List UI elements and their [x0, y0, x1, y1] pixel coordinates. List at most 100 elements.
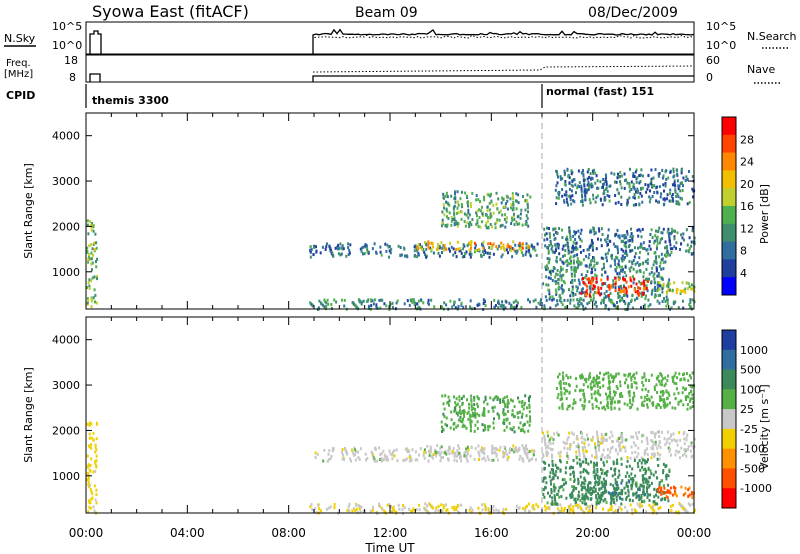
- data-cell: [564, 471, 567, 475]
- data-cell: [484, 224, 487, 228]
- data-cell: [445, 508, 448, 512]
- data-cell: [95, 241, 98, 245]
- data-cell: [552, 476, 555, 480]
- data-cell: [571, 494, 574, 498]
- data-cell: [518, 222, 521, 226]
- data-cell: [577, 503, 580, 507]
- data-cell: [605, 371, 608, 375]
- data-cell: [490, 214, 493, 218]
- data-cell: [631, 467, 634, 471]
- data-cell: [603, 298, 605, 302]
- data-cell: [431, 242, 434, 246]
- data-cell: [456, 449, 459, 453]
- data-cell: [618, 407, 621, 411]
- data-cell: [462, 423, 465, 427]
- data-cell: [602, 282, 605, 285]
- data-cell: [617, 372, 620, 376]
- data-cell: [521, 444, 524, 448]
- data-cell: [552, 438, 555, 441]
- data-cell: [648, 244, 651, 248]
- data-cell: [460, 459, 463, 463]
- data-cell: [623, 235, 626, 239]
- data-cell: [524, 208, 527, 212]
- data-cell: [420, 298, 422, 302]
- data-cell: [461, 403, 464, 407]
- data-cell: [622, 290, 625, 293]
- data-cell: [690, 240, 693, 244]
- data-cell: [553, 250, 556, 254]
- data-cell: [467, 417, 470, 421]
- velocity-colorbar-label: Velocity [m s⁻¹]: [758, 384, 771, 469]
- data-cell: [630, 385, 633, 389]
- data-cell: [652, 176, 655, 180]
- data-cell: [470, 398, 473, 401]
- data-cell: [635, 177, 638, 181]
- data-cell: [612, 497, 615, 501]
- data-cell: [668, 436, 671, 440]
- data-cell: [677, 510, 680, 514]
- data-cell: [453, 406, 456, 410]
- data-cell: [88, 244, 91, 248]
- data-cell: [594, 487, 597, 491]
- data-cell: [589, 285, 592, 288]
- data-cell: [669, 434, 672, 438]
- data-cell: [575, 445, 578, 448]
- data-cell: [581, 198, 584, 202]
- data-cell: [584, 398, 587, 402]
- data-cell: [445, 503, 448, 507]
- data-cell: [666, 473, 668, 477]
- data-cell: [569, 294, 572, 298]
- data-cell: [649, 247, 652, 251]
- data-cell: [452, 207, 455, 211]
- data-cell: [469, 425, 472, 429]
- data-cell: [612, 380, 615, 383]
- colorbar-swatch: [722, 448, 736, 469]
- data-cell: [457, 304, 460, 308]
- data-cell: [505, 418, 508, 422]
- data-cell: [621, 394, 624, 398]
- data-cell: [647, 485, 650, 489]
- data-cell: [685, 438, 688, 442]
- data-cell: [401, 508, 404, 511]
- data-cell: [561, 260, 564, 264]
- data-cell: [556, 492, 559, 496]
- data-cell: [618, 272, 621, 276]
- data-cell: [614, 391, 617, 395]
- data-cell: [544, 486, 547, 490]
- data-cell: [520, 305, 523, 309]
- data-cell: [592, 380, 595, 384]
- data-cell: [589, 505, 591, 508]
- data-cell: [568, 508, 570, 512]
- data-cell: [581, 193, 583, 197]
- data-cell: [620, 257, 623, 260]
- data-cell: [448, 399, 451, 403]
- data-cell: [617, 278, 620, 281]
- data-cell: [595, 461, 598, 465]
- data-cell: [309, 255, 312, 259]
- data-cell: [583, 276, 586, 280]
- data-cell: [455, 255, 458, 259]
- data-cell: [673, 179, 676, 183]
- data-cell: [341, 457, 344, 461]
- data-cell: [381, 298, 384, 302]
- data-cell: [642, 275, 645, 279]
- data-cell: [619, 182, 622, 186]
- data-cell: [603, 196, 606, 200]
- data-cell: [509, 248, 512, 252]
- data-cell: [513, 450, 516, 454]
- data-cell: [675, 241, 678, 245]
- data-cell: [441, 430, 443, 433]
- data-cell: [529, 254, 532, 258]
- data-cell: [670, 230, 673, 234]
- data-cell: [613, 304, 616, 308]
- data-cell: [646, 277, 648, 281]
- data-cell: [515, 299, 518, 303]
- data-cell: [599, 386, 602, 389]
- data-cell: [579, 464, 582, 468]
- data-cell: [590, 503, 593, 507]
- data-cell: [610, 402, 612, 406]
- data-cell: [94, 460, 96, 464]
- data-cell: [96, 277, 98, 281]
- data-cell: [624, 446, 627, 450]
- data-cell: [679, 196, 682, 200]
